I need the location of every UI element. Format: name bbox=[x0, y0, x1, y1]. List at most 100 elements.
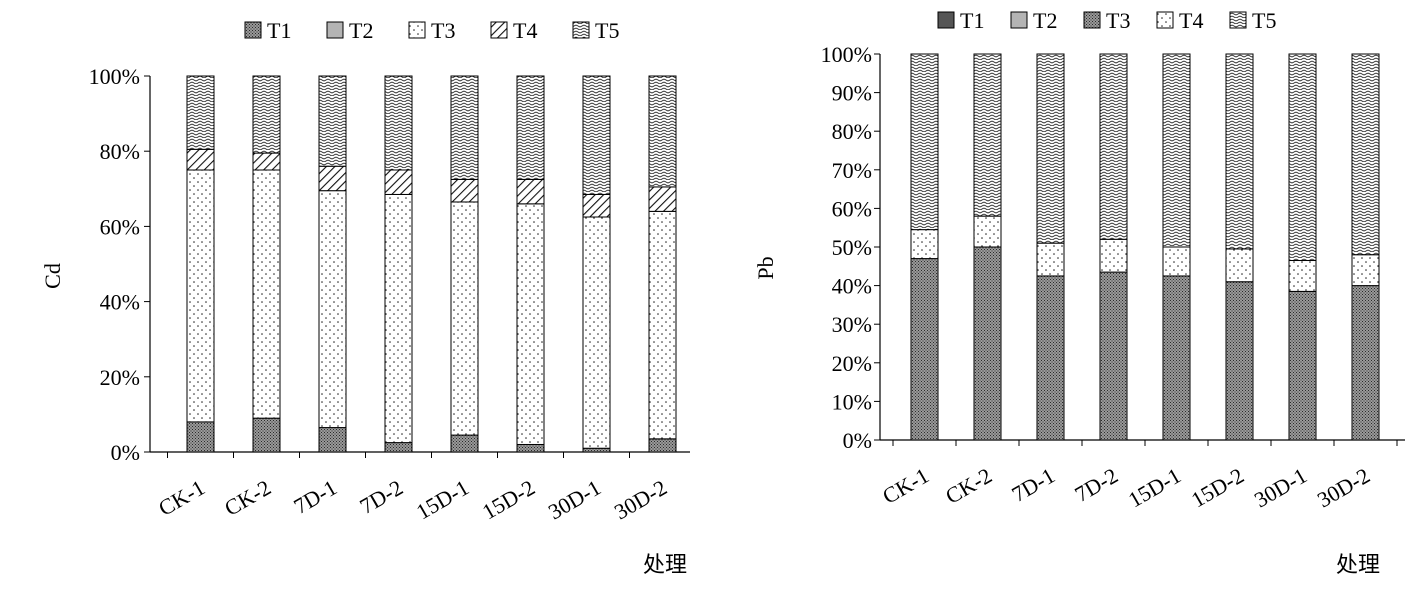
legend-label-t5: T5 bbox=[1252, 8, 1276, 33]
legend-label-t3: T3 bbox=[431, 18, 455, 43]
legend-label-t4: T4 bbox=[1179, 8, 1203, 33]
bar-segment-t5 bbox=[450, 178, 479, 203]
bar-segment-t4 bbox=[973, 215, 1002, 248]
legend-swatch-t1 bbox=[937, 11, 955, 29]
y-tick-label: 40% bbox=[100, 290, 140, 315]
legend-swatch-t5 bbox=[1229, 11, 1247, 29]
y-tick-label: 100% bbox=[89, 64, 140, 89]
y-tick-label: 10% bbox=[832, 389, 872, 414]
bar-segment-t5 bbox=[1099, 53, 1128, 240]
legend-swatch-t3 bbox=[1083, 11, 1101, 29]
x-tick-label: CK-2 bbox=[941, 463, 996, 509]
bar-segment-t5 bbox=[186, 148, 215, 171]
legend-swatch-t2 bbox=[1010, 11, 1028, 29]
legend-item-t4: T4 bbox=[490, 18, 537, 43]
y-tick-label: 70% bbox=[832, 158, 872, 183]
bar-segment-t4 bbox=[450, 201, 479, 436]
x-tick-label: 7D-1 bbox=[289, 475, 341, 519]
x-tick-label: CK-1 bbox=[154, 475, 209, 521]
bar-segment-t3 bbox=[973, 246, 1002, 441]
bar-segment-t4 bbox=[910, 229, 939, 260]
bar-segment-t4 bbox=[1036, 242, 1065, 277]
y-tick-label: 80% bbox=[100, 139, 140, 164]
bar-segment-t5 bbox=[582, 193, 611, 218]
bar-segment-t3 bbox=[1288, 290, 1317, 441]
bar-segment-t4 bbox=[1288, 260, 1317, 292]
bar-segment-t4 bbox=[516, 203, 545, 445]
y-tick-label: 0% bbox=[843, 428, 872, 453]
y-tick-label: 20% bbox=[832, 351, 872, 376]
bar-segment-t4 bbox=[582, 216, 611, 449]
x-tick-label: 7D-2 bbox=[1070, 463, 1122, 507]
x-tick-label: CK-2 bbox=[220, 475, 275, 521]
bar-segment-t3 bbox=[450, 434, 479, 453]
bar-segment-t4 bbox=[648, 210, 677, 440]
bar-segment-t3 bbox=[384, 442, 413, 453]
legend-label-t1: T1 bbox=[267, 18, 291, 43]
bar-segment-t4 bbox=[1162, 246, 1191, 277]
bar-segment-t4 bbox=[384, 193, 413, 444]
bar-segment-t4 bbox=[1225, 248, 1254, 283]
cd-chart: T1 T2 T3 T4 T5 0% 20% 40% 60% 80% 100% CK-1 CK-2 7D-1… bbox=[40, 18, 690, 577]
bar-segment-t5 bbox=[516, 75, 545, 180]
x-tick-label: 15D-2 bbox=[478, 475, 539, 525]
bar-segment-t5 bbox=[318, 75, 347, 167]
bar-segment-t3 bbox=[1036, 275, 1065, 441]
legend-label-t2: T2 bbox=[1033, 8, 1057, 33]
x-tick-label: 7D-2 bbox=[355, 475, 407, 519]
legend-label-t5: T5 bbox=[595, 18, 619, 43]
bar-segment-t3 bbox=[1099, 271, 1128, 441]
bar-segment-t3 bbox=[318, 427, 347, 453]
x-axis-label: 处理 bbox=[1336, 552, 1380, 577]
bar-segment-t5 bbox=[186, 75, 215, 150]
legend-swatch-t5 bbox=[572, 21, 590, 39]
legend-swatch-t4 bbox=[1156, 11, 1174, 29]
bar-segment-t5 bbox=[450, 75, 479, 180]
bar-segment-t5 bbox=[252, 75, 281, 154]
bar-segment-t5 bbox=[384, 169, 413, 195]
bar-segment-t5 bbox=[1288, 53, 1317, 262]
x-tick-label: 7D-1 bbox=[1007, 463, 1059, 507]
x-tick-label: 30D-2 bbox=[610, 475, 671, 525]
y-tick-label: 60% bbox=[100, 214, 140, 239]
bar-segment-t5 bbox=[318, 165, 347, 192]
bar-segment-t5 bbox=[910, 53, 939, 231]
legend-item-t1: T1 bbox=[937, 8, 984, 33]
legend-swatch-t1 bbox=[244, 21, 262, 39]
bar-segment-t5 bbox=[1036, 53, 1065, 244]
legend-item-t2: T2 bbox=[1010, 8, 1057, 33]
legend-item-t3: T3 bbox=[1083, 8, 1130, 33]
legend-item-t1: T1 bbox=[244, 18, 291, 43]
x-tick-label: 15D-2 bbox=[1187, 463, 1248, 513]
bar-segment-t3 bbox=[910, 258, 939, 441]
y-tick-label: 50% bbox=[832, 235, 872, 260]
x-tick-label: CK-1 bbox=[878, 463, 933, 509]
bar-segment-t3 bbox=[186, 421, 215, 453]
y-tick-label: 20% bbox=[100, 365, 140, 390]
bar-segment-t3 bbox=[1162, 275, 1191, 441]
legend-item-t5: T5 bbox=[1229, 8, 1276, 33]
bar-segment-t4 bbox=[1099, 238, 1128, 273]
bar-segment-t3 bbox=[648, 438, 677, 453]
legend-label-t2: T2 bbox=[349, 18, 373, 43]
y-axis-label: Pb bbox=[753, 256, 778, 279]
x-tick-label: 30D-2 bbox=[1313, 463, 1374, 513]
x-tick-label: 30D-1 bbox=[544, 475, 605, 525]
bar-segment-t5 bbox=[516, 178, 545, 205]
bar-segment-t5 bbox=[252, 152, 281, 171]
x-tick-label: 15D-1 bbox=[412, 475, 473, 525]
y-tick-label: 60% bbox=[832, 196, 872, 221]
x-axis-label: 处理 bbox=[643, 552, 687, 577]
x-tick-label: 15D-1 bbox=[1124, 463, 1185, 513]
bar-segment-t3 bbox=[1225, 281, 1254, 441]
y-tick-label: 30% bbox=[832, 312, 872, 337]
x-tick-label: 30D-1 bbox=[1250, 463, 1311, 513]
bar-segment-t4 bbox=[252, 169, 281, 419]
legend-item-t2: T2 bbox=[326, 18, 373, 43]
bar-segment-t5 bbox=[1351, 53, 1380, 256]
legend-swatch-t2 bbox=[326, 21, 344, 39]
legend-item-t3: T3 bbox=[408, 18, 455, 43]
bar-segment-t5 bbox=[648, 186, 677, 212]
bar-segment-t5 bbox=[384, 75, 413, 171]
